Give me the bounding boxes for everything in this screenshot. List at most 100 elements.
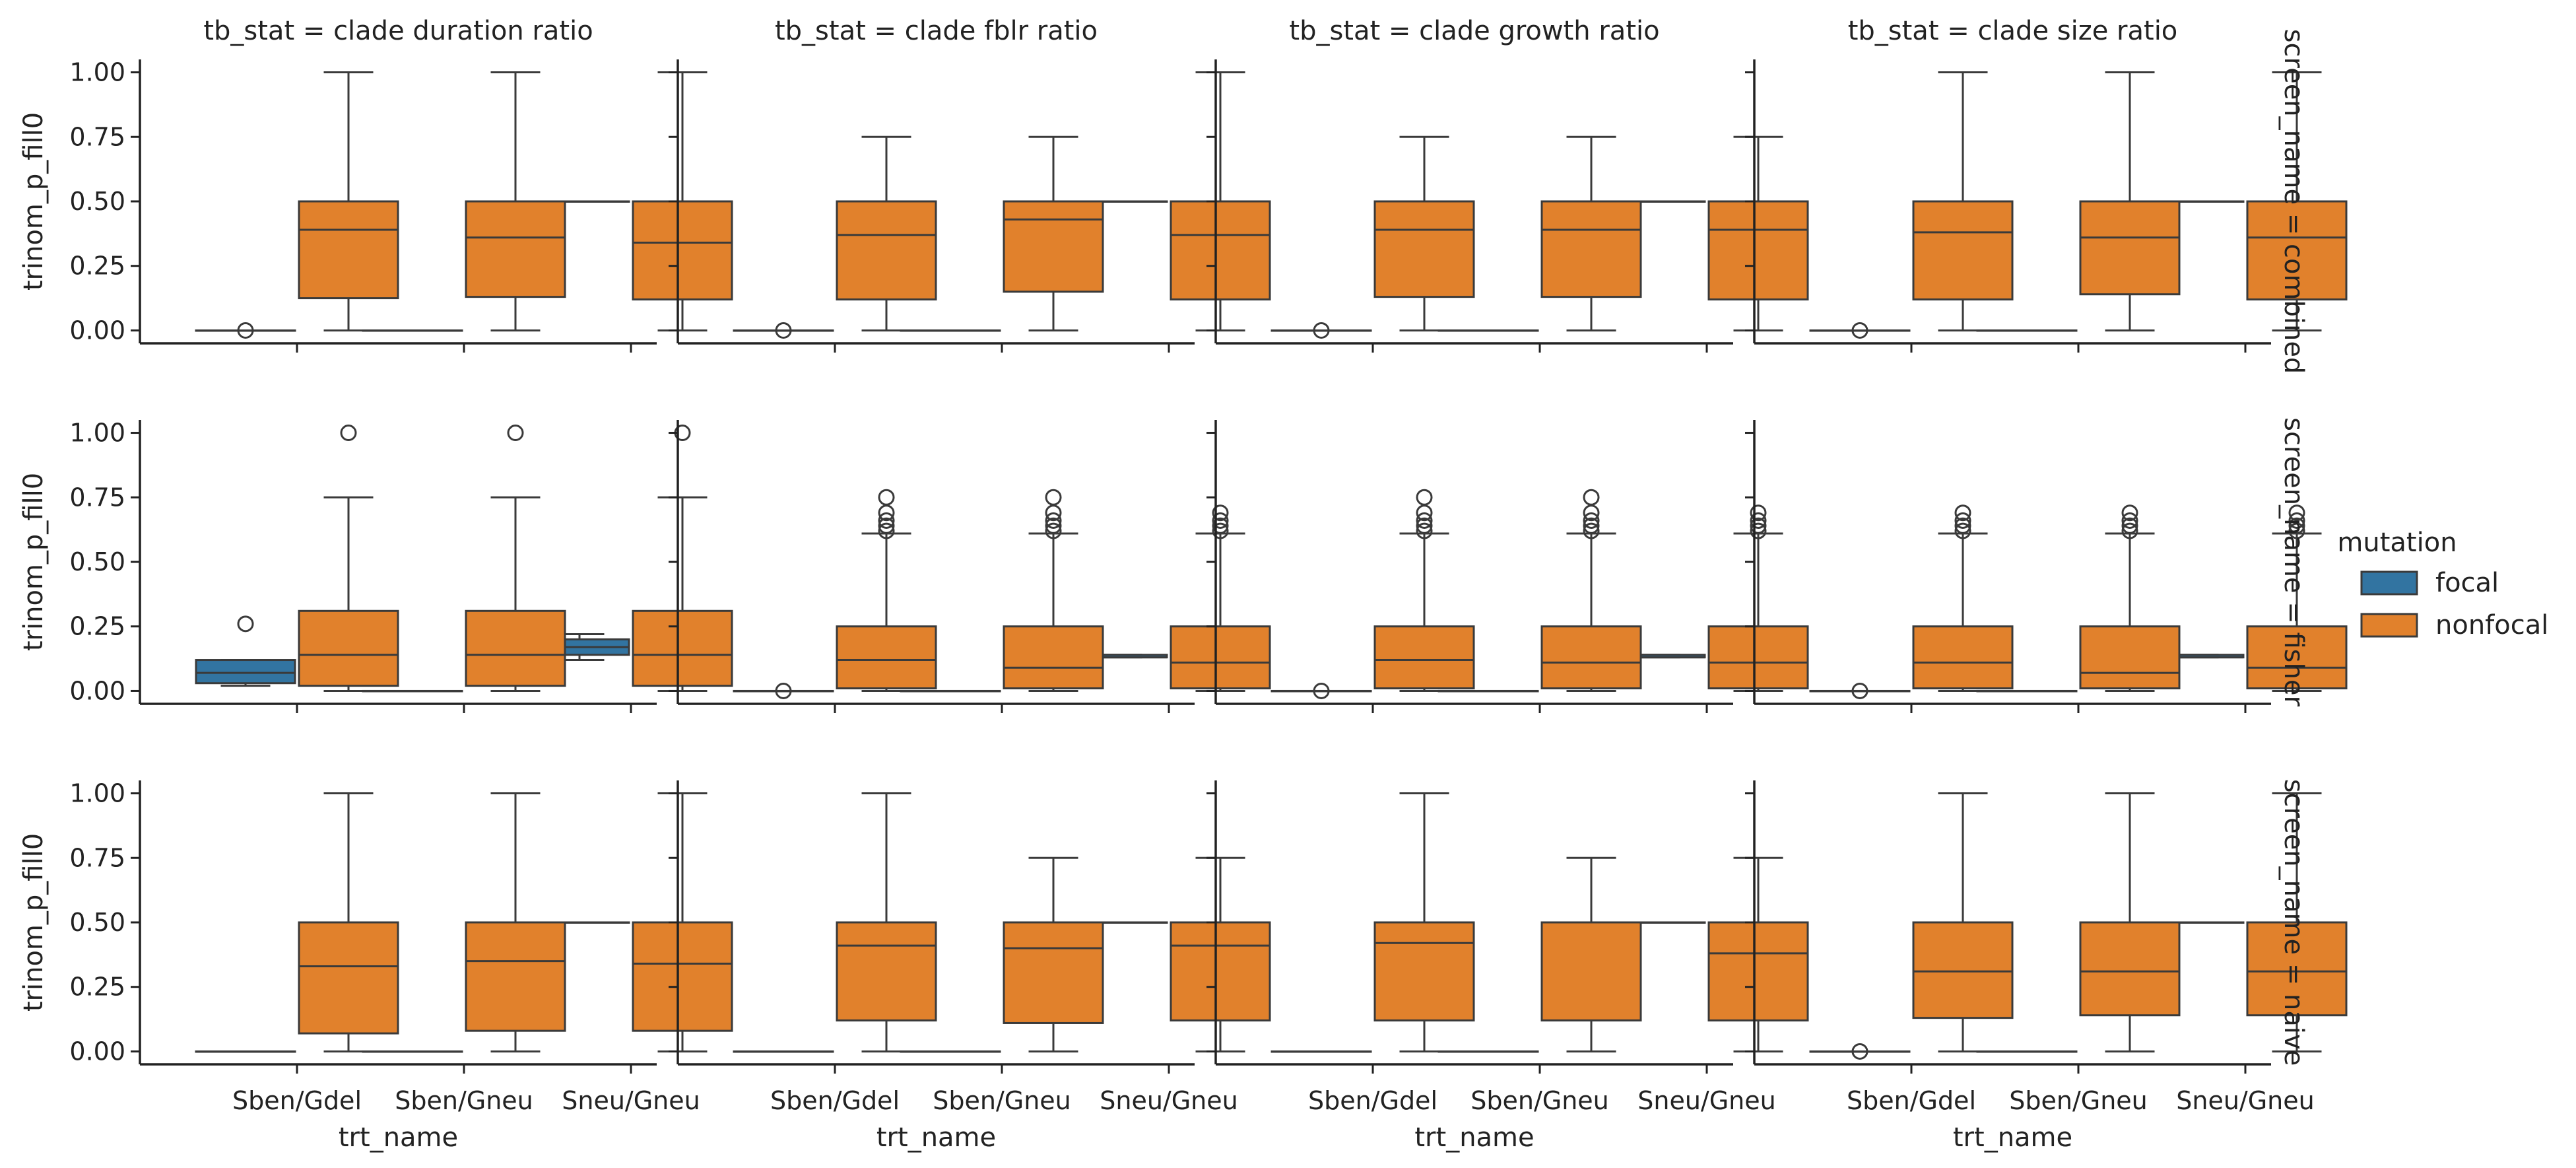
row-title: screen_name = naive: [2278, 779, 2309, 1066]
iqr-box: [298, 609, 399, 687]
iqr-box: [1170, 921, 1271, 1022]
box-nonfocal-2: [2246, 71, 2348, 331]
outlier-point: [1954, 512, 1971, 529]
box-focal-0: [1809, 682, 1911, 699]
iqr-box: [2079, 200, 2181, 296]
iqr-box: [1003, 625, 1104, 690]
x-axis-label: trt_name: [1953, 1122, 2072, 1153]
outlier-point: [1416, 512, 1433, 529]
x-tick-label: Sneu/Gneu: [1637, 1086, 1775, 1115]
column-title: tb_stat = clade duration ratio: [203, 16, 593, 46]
box-nonfocal-0: [298, 425, 399, 692]
box-focal-0: [1271, 1050, 1372, 1053]
y-tick-label: 0.00: [69, 676, 125, 705]
iqr-box: [836, 921, 937, 1022]
outlier-point: [1851, 1043, 1868, 1060]
panel-r0-c0: 0.00 0.25 0.50 0.75 1.00 tb_stat = clade dura…: [69, 16, 733, 353]
y-tick-label: 0.50: [69, 187, 125, 216]
y-tick-label: 0.75: [69, 122, 125, 151]
iqr-box: [298, 921, 399, 1035]
outlier-point: [1045, 512, 1062, 529]
box-nonfocal-2: [2246, 792, 2348, 1052]
iqr-box: [1540, 921, 1642, 1022]
box-nonfocal-2: [1170, 504, 1271, 692]
iqr-box: [1003, 921, 1104, 1024]
iqr-box: [298, 200, 399, 300]
outlier-point: [1416, 517, 1433, 534]
box-nonfocal-1: [465, 71, 566, 331]
box-focal-0: [195, 1050, 296, 1053]
legend-label-nonfocal: nonfocal: [2435, 610, 2548, 640]
row-title: screen_name = combined: [2278, 29, 2309, 374]
x-axis-label: trt_name: [876, 1122, 996, 1153]
box-nonfocal-0: [298, 792, 399, 1052]
box-nonfocal-1: [1540, 856, 1642, 1052]
box-nonfocal-0: [1912, 792, 2014, 1052]
box-nonfocal-2: [1707, 856, 1809, 1052]
box-focal-0: [733, 322, 834, 339]
iqr-box: [836, 625, 937, 690]
box-nonfocal-0: [836, 792, 937, 1052]
box-nonfocal-0: [1912, 71, 2014, 331]
box-nonfocal-0: [1373, 792, 1475, 1052]
outlier-point: [2288, 522, 2305, 539]
iqr-box: [1170, 200, 1271, 301]
panel-r1-c3: [1745, 420, 2348, 713]
box-nonfocal-2: [1170, 71, 1271, 331]
box-nonfocal-2: [1707, 135, 1809, 331]
outlier-point: [2288, 517, 2305, 534]
column-title: tb_stat = clade growth ratio: [1289, 16, 1659, 46]
iqr-box: [1912, 625, 2014, 690]
y-axis-label: trinom_p_fill0: [18, 833, 49, 1012]
iqr-box: [1912, 921, 2014, 1019]
iqr-box: [2079, 625, 2181, 690]
iqr-box: [1373, 921, 1475, 1022]
x-tick-label: Sben/Gneu: [1470, 1086, 1609, 1115]
outlier-point: [2288, 512, 2305, 529]
box-nonfocal-2: [2246, 504, 2348, 692]
outlier-point: [2121, 522, 2138, 539]
outlier-point: [1212, 522, 1229, 539]
iqr-box: [1912, 200, 2014, 301]
iqr-box: [1170, 625, 1271, 690]
x-tick-label: Sneu/Gneu: [1100, 1086, 1238, 1115]
box-focal-0: [195, 322, 296, 339]
outlier-point: [1750, 522, 1767, 539]
box-focal-0: [1809, 1043, 1911, 1060]
outlier-point: [1750, 517, 1767, 534]
box-focal-0: [195, 615, 296, 687]
box-focal-0: [1271, 322, 1372, 339]
box-focal-1: [1976, 1050, 2078, 1053]
box-focal-0: [1809, 322, 1911, 339]
legend: mutation focal nonfocal: [2337, 528, 2548, 640]
box-nonfocal-2: [1707, 504, 1809, 692]
outlier-point: [775, 322, 792, 339]
iqr-box: [1540, 200, 1642, 298]
outlier-point: [1750, 504, 1767, 522]
outlier-point: [1416, 489, 1433, 506]
box-focal-0: [733, 682, 834, 699]
outlier-point: [1750, 512, 1767, 529]
x-tick-label: Sben/Gneu: [933, 1086, 1071, 1115]
box-nonfocal-1: [1003, 856, 1104, 1052]
outlier-point: [1954, 522, 1971, 539]
iqr-box: [465, 200, 566, 298]
panel-r2-c0: 0.00 0.25 0.50 0.75 1.00 Sben/Gdel Sben/Gneu Sn…: [69, 779, 733, 1153]
x-tick-label: Sben/Gdel: [232, 1086, 362, 1115]
panel-r2-c2: Sben/Gdel Sben/Gneu Sneu/Gneu trt_name: [1206, 780, 1809, 1153]
y-tick-label: 0.25: [69, 973, 125, 1002]
outlier-point: [1583, 512, 1600, 529]
y-tick-label: 0.75: [69, 483, 125, 512]
outlier-point: [1212, 517, 1229, 534]
x-tick-label: Sben/Gdel: [770, 1086, 900, 1115]
iqr-box: [195, 659, 296, 685]
outlier-point: [1851, 322, 1868, 339]
box-nonfocal-0: [298, 71, 399, 331]
outlier-point: [878, 489, 895, 506]
outlier-point: [1045, 489, 1062, 506]
outlier-point: [775, 682, 792, 699]
outlier-point: [1313, 682, 1330, 699]
y-tick-label: 1.00: [69, 779, 125, 808]
box-nonfocal-0: [1373, 489, 1475, 692]
